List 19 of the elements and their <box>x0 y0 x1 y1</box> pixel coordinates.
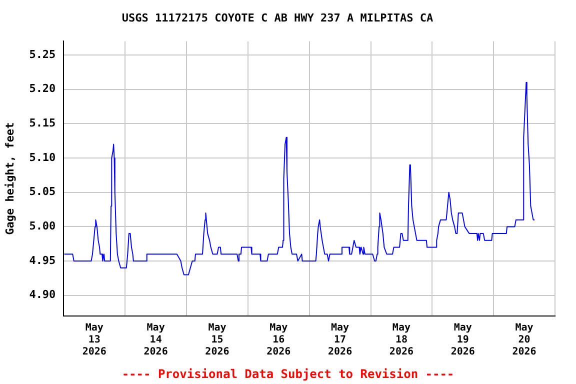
y-tick-label: 5.20 <box>29 82 56 96</box>
y-tick-label: 5.15 <box>29 116 56 130</box>
y-tick-label: 5.25 <box>29 48 56 61</box>
y-axis-title: Gage height, feet <box>3 122 16 235</box>
chart-title: USGS 11172175 COYOTE C AB HWY 237 A MILPITAS CA <box>122 11 434 24</box>
y-tick-label: 4.90 <box>29 288 56 302</box>
y-tick-label: 5.00 <box>29 220 56 233</box>
x-tick-label: May 17 2026 <box>328 322 352 358</box>
y-tick-label: 5.05 <box>29 185 56 198</box>
x-tick-label: May 14 2026 <box>144 322 168 358</box>
y-tick-label: 4.95 <box>29 254 56 267</box>
x-tick-label: May 13 2026 <box>82 322 106 358</box>
x-tick-label: May 20 2026 <box>512 322 536 358</box>
y-tick-label: 5.10 <box>29 150 56 164</box>
text: ---- Provisional Data Subject to Revision ---- <box>122 367 454 382</box>
x-tick-label: May 18 2026 <box>389 322 414 358</box>
x-tick-label: May 15 2026 <box>205 322 230 358</box>
x-tick-label: May 19 2026 <box>450 322 475 358</box>
x-tick-label: May 16 2026 <box>266 322 291 358</box>
